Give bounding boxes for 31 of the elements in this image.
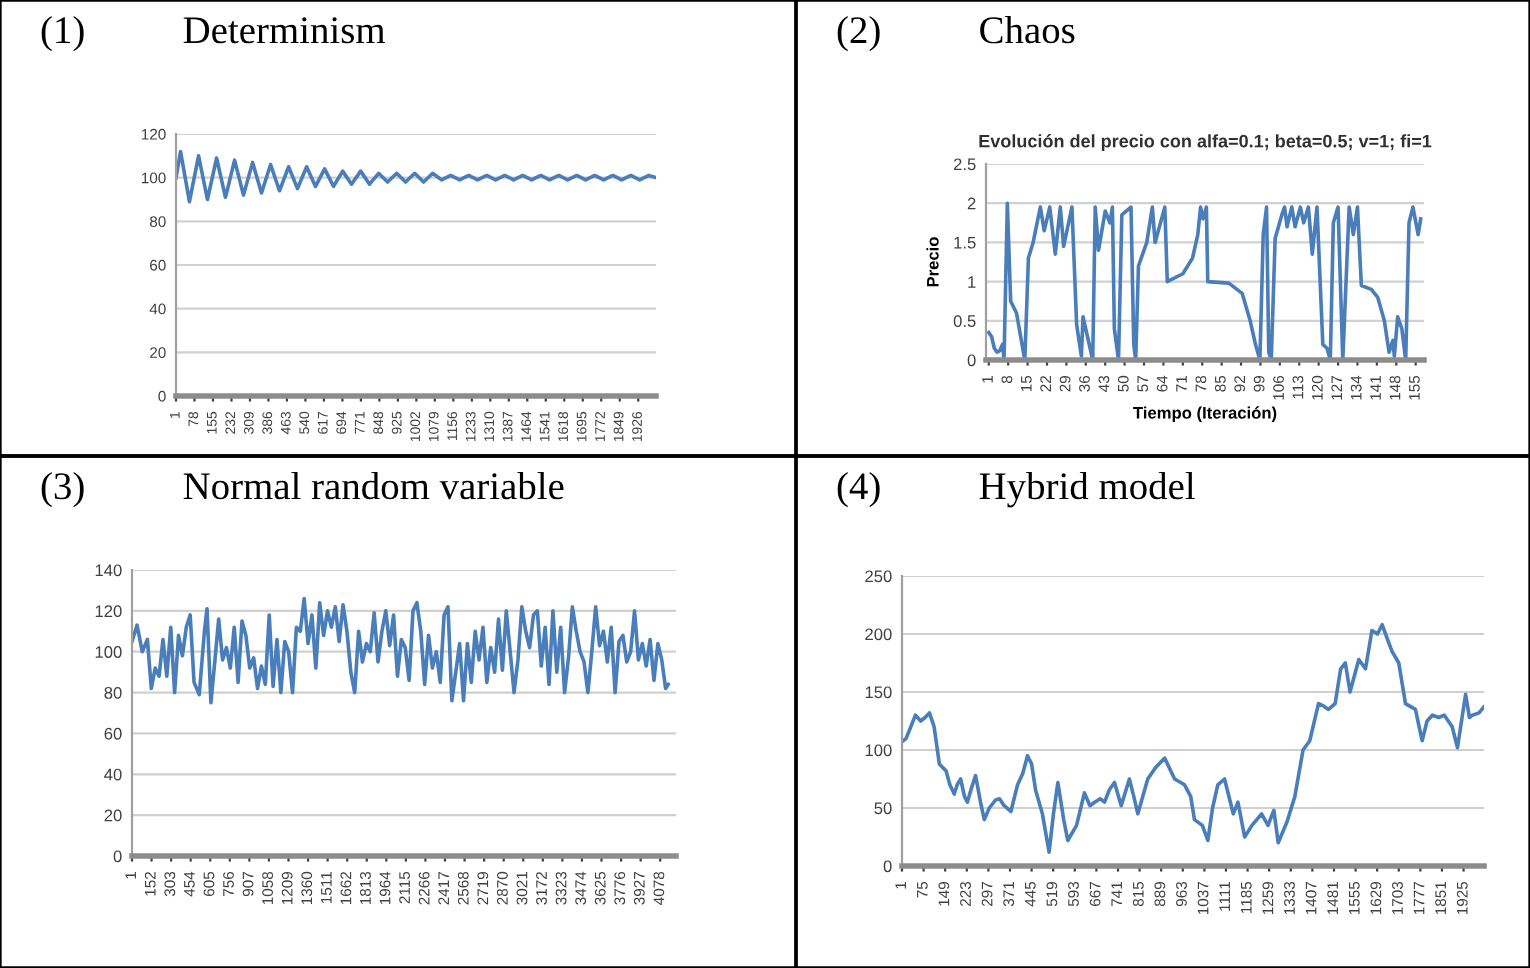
y-tick-label: 100 bbox=[865, 744, 892, 757]
chart-title: (2) Chaos bbox=[837, 16, 1075, 52]
y-tick-label: 100 bbox=[95, 646, 122, 658]
line-series bbox=[986, 201, 1423, 360]
y-tick-label: 250 bbox=[865, 570, 892, 583]
line-series bbox=[132, 596, 671, 705]
chart-title: (1) Determinism bbox=[41, 16, 386, 52]
chart-title: (4) Hybrid model bbox=[837, 472, 1195, 508]
y-tick-label: 50 bbox=[874, 802, 892, 815]
line-series bbox=[902, 622, 1484, 854]
y-tick-label: 0.5 bbox=[953, 315, 976, 327]
x-axis-title: Tiempo (Iteración) bbox=[1133, 406, 1277, 422]
chart-subtitle: Evolución del precio con alfa=0.1; beta=0.5; v=1; fi=1 bbox=[979, 134, 1432, 152]
y-tick-label: 0 bbox=[967, 354, 976, 367]
y-tick-label: 150 bbox=[865, 686, 892, 699]
y-tick-label: 60 bbox=[104, 727, 122, 740]
y-axis-title: Precio bbox=[926, 237, 939, 287]
y-tick-label: 2 bbox=[967, 197, 976, 210]
y-tick-label: 0 bbox=[883, 860, 892, 873]
y-tick-label: 80 bbox=[104, 686, 122, 699]
y-tick-label: 120 bbox=[95, 605, 122, 618]
y-tick-label: 200 bbox=[865, 628, 892, 641]
y-tick-label: 1.5 bbox=[954, 236, 976, 249]
chart-title: (3) Normal random variable bbox=[41, 472, 564, 508]
y-tick-label: 1 bbox=[968, 276, 976, 288]
y-tick-label: 2.5 bbox=[953, 158, 976, 171]
line-series bbox=[176, 149, 656, 204]
y-tick-label: 20 bbox=[104, 809, 122, 822]
y-tick-label: 0 bbox=[113, 850, 122, 863]
y-tick-label: 40 bbox=[104, 768, 122, 781]
y-tick-label: 140 bbox=[95, 564, 122, 577]
